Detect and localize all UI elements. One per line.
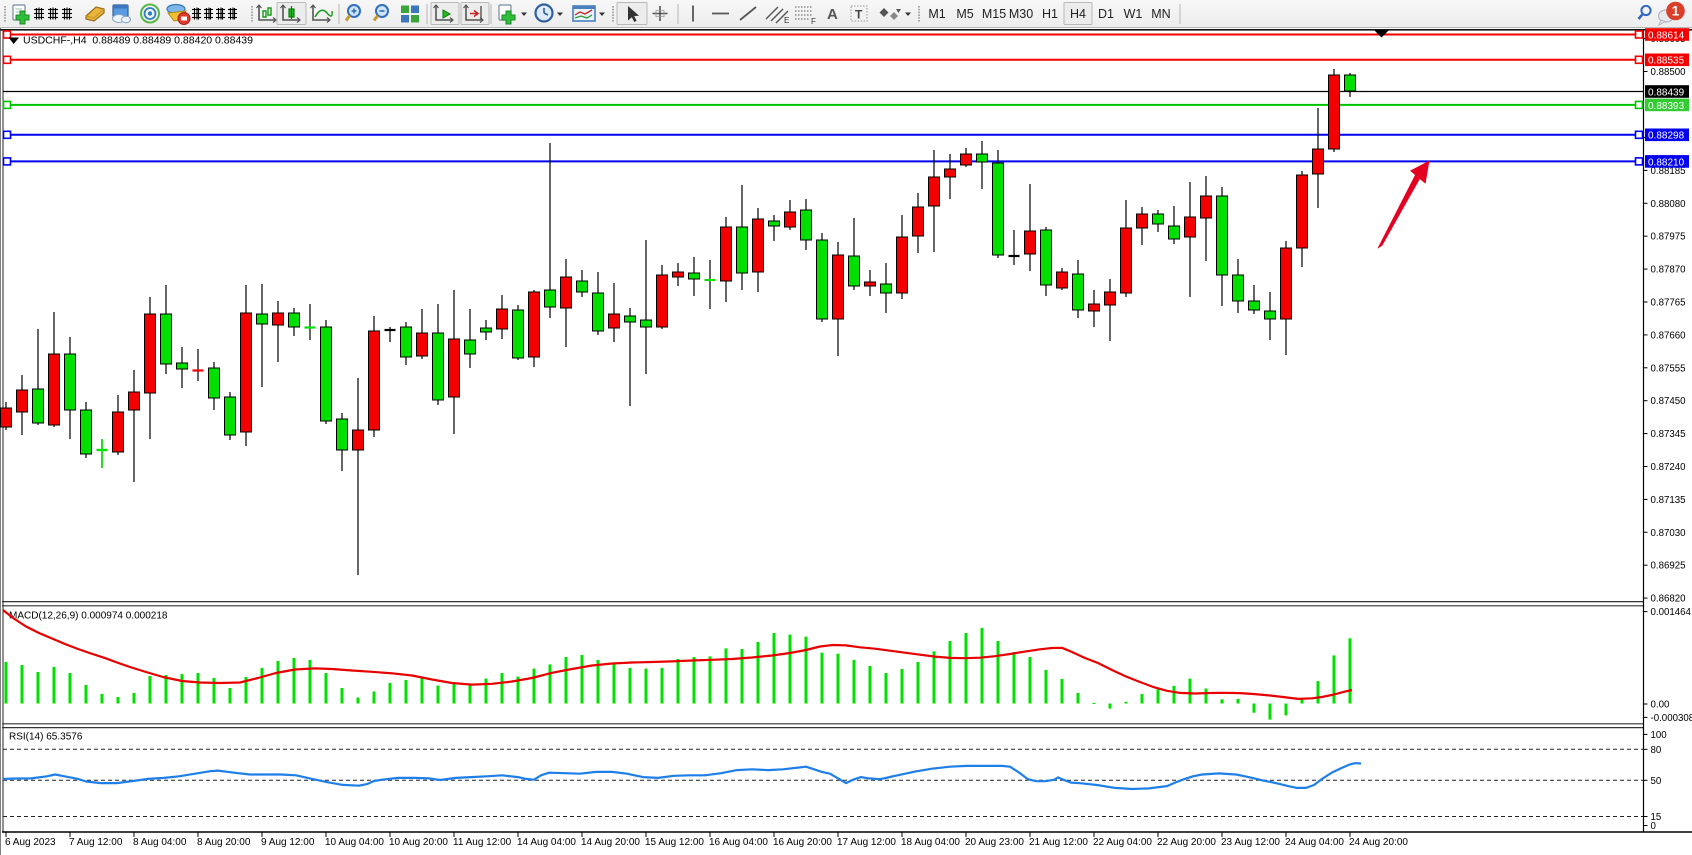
svg-text:0.87975: 0.87975 (1651, 232, 1686, 243)
svg-text:10 Aug 04:00: 10 Aug 04:00 (325, 837, 384, 848)
svg-text:16 Aug 20:00: 16 Aug 20:00 (773, 837, 832, 848)
svg-text:M5: M5 (956, 7, 973, 21)
svg-text:0.87870: 0.87870 (1651, 265, 1687, 276)
svg-text:8 Aug 20:00: 8 Aug 20:00 (197, 837, 251, 848)
svg-text:0.001464: 0.001464 (1651, 607, 1692, 618)
svg-text:MACD(12,26,9) 0.000974 0.00021: MACD(12,26,9) 0.000974 0.000218 (9, 611, 168, 622)
svg-text:1: 1 (1672, 4, 1680, 19)
svg-text:0.88080: 0.88080 (1651, 199, 1687, 210)
svg-text:23 Aug 12:00: 23 Aug 12:00 (1221, 837, 1280, 848)
svg-text:D1: D1 (1098, 7, 1114, 21)
svg-text:0: 0 (1651, 821, 1657, 832)
svg-text:W1: W1 (1124, 7, 1143, 21)
svg-text:M1: M1 (928, 7, 945, 21)
svg-text:0.88298: 0.88298 (1648, 131, 1685, 142)
svg-text:F: F (811, 17, 816, 26)
svg-text:22 Aug 04:00: 22 Aug 04:00 (1093, 837, 1152, 848)
svg-text:0.87135: 0.87135 (1651, 495, 1686, 506)
svg-text:0.88185: 0.88185 (1651, 166, 1686, 177)
svg-text:E: E (784, 16, 789, 25)
svg-text:H4: H4 (1070, 7, 1086, 21)
svg-text:0.88500: 0.88500 (1651, 67, 1687, 78)
svg-text:100: 100 (1651, 730, 1668, 741)
svg-text:0.87240: 0.87240 (1651, 462, 1687, 473)
svg-text:22 Aug 20:00: 22 Aug 20:00 (1157, 837, 1216, 848)
svg-text:7 Aug 12:00: 7 Aug 12:00 (69, 837, 123, 848)
svg-text:0.87030: 0.87030 (1651, 528, 1687, 539)
svg-text:14 Aug 20:00: 14 Aug 20:00 (581, 837, 640, 848)
svg-text:USDCHF-,H4 0.88489 0.88489 0.: USDCHF-,H4 0.88489 0.88489 0.88420 0.884… (23, 35, 253, 47)
svg-text:0.88210: 0.88210 (1648, 157, 1685, 168)
svg-text:RSI(14) 65.3576: RSI(14) 65.3576 (9, 732, 83, 743)
svg-text:11 Aug 12:00: 11 Aug 12:00 (453, 837, 512, 848)
svg-text:16 Aug 04:00: 16 Aug 04:00 (709, 837, 768, 848)
svg-text:0.87555: 0.87555 (1651, 363, 1686, 374)
svg-text:8 Aug 04:00: 8 Aug 04:00 (133, 837, 187, 848)
svg-text:20 Aug 23:00: 20 Aug 23:00 (965, 837, 1024, 848)
svg-text:M15: M15 (982, 7, 1006, 21)
svg-text:9 Aug 12:00: 9 Aug 12:00 (261, 837, 315, 848)
svg-text:6 Aug 2023: 6 Aug 2023 (5, 837, 56, 848)
svg-text:24 Aug 20:00: 24 Aug 20:00 (1349, 837, 1408, 848)
svg-text:0.00: 0.00 (1651, 700, 1670, 711)
svg-text:MN: MN (1151, 7, 1170, 21)
svg-text:50: 50 (1651, 776, 1662, 787)
svg-text:10 Aug 20:00: 10 Aug 20:00 (389, 837, 448, 848)
svg-text:0.87345: 0.87345 (1651, 429, 1686, 440)
svg-text:0.88614: 0.88614 (1648, 30, 1685, 41)
svg-text:0.88439: 0.88439 (1648, 87, 1685, 98)
svg-text:A: A (827, 6, 838, 23)
svg-text:0.86925: 0.86925 (1651, 561, 1686, 572)
svg-text:M30: M30 (1009, 7, 1033, 21)
svg-text:24 Aug 04:00: 24 Aug 04:00 (1285, 837, 1344, 848)
svg-text:15 Aug 12:00: 15 Aug 12:00 (645, 837, 704, 848)
svg-text:0.88393: 0.88393 (1648, 101, 1685, 112)
svg-text:T: T (855, 8, 863, 22)
svg-text:15: 15 (1651, 812, 1662, 823)
svg-text:0.88535: 0.88535 (1648, 56, 1685, 67)
svg-text:0.86820: 0.86820 (1651, 594, 1687, 605)
svg-text:0.87450: 0.87450 (1651, 396, 1687, 407)
svg-text:0.87765: 0.87765 (1651, 298, 1686, 309)
svg-text:H1: H1 (1042, 7, 1058, 21)
svg-text:0.87660: 0.87660 (1651, 330, 1687, 341)
svg-text:80: 80 (1651, 745, 1662, 756)
svg-text:17 Aug 12:00: 17 Aug 12:00 (837, 837, 896, 848)
svg-text:-0.000308: -0.000308 (1651, 713, 1692, 724)
svg-text:14 Aug 04:00: 14 Aug 04:00 (517, 837, 576, 848)
svg-text:18 Aug 04:00: 18 Aug 04:00 (901, 837, 960, 848)
svg-text:21 Aug 12:00: 21 Aug 12:00 (1029, 837, 1088, 848)
